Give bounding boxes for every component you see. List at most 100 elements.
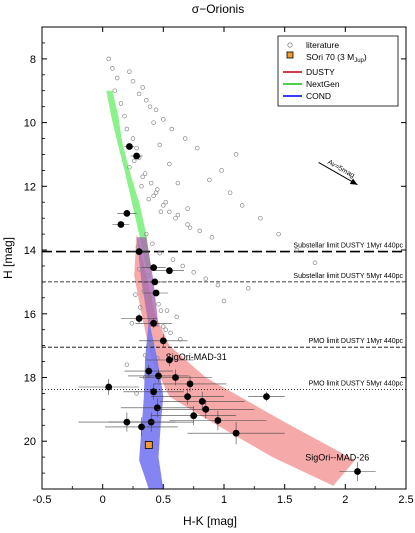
y-tick-label: 18	[24, 373, 36, 385]
literature-point	[151, 120, 156, 125]
literature-point	[129, 321, 135, 326]
literature-point	[169, 126, 175, 132]
literature-point	[142, 352, 148, 358]
literature-point	[158, 209, 164, 215]
literature-point	[185, 222, 190, 227]
literature-point	[114, 75, 120, 81]
literature-point	[127, 164, 132, 170]
detection-point	[125, 143, 133, 150]
literature-point	[209, 235, 215, 240]
literature-point	[138, 305, 143, 310]
detection-point	[186, 380, 194, 388]
y-tick-label: 8	[30, 54, 36, 66]
literature-point	[258, 215, 263, 221]
detection-point	[184, 393, 192, 400]
limit-line-label: PMO limit DUSTY 5Myr 440pc	[309, 381, 404, 388]
literature-point	[163, 327, 169, 332]
literature-point	[122, 113, 127, 119]
detection-point	[166, 267, 173, 275]
limit-line-label: Substellar limit DUSTY 5Myr 440pc	[293, 273, 403, 280]
detection-point	[150, 264, 158, 271]
literature-point	[180, 263, 185, 269]
literature-point	[131, 158, 137, 164]
literature-point	[118, 101, 124, 106]
literature-point	[167, 209, 172, 215]
detection-point	[151, 278, 159, 286]
literature-point	[239, 203, 245, 208]
literature-point	[227, 190, 233, 195]
legend-sori70-marker	[286, 51, 294, 59]
literature-point	[197, 228, 202, 234]
literature-point	[133, 292, 138, 297]
literature-point	[146, 196, 152, 202]
literature-point	[191, 270, 196, 275]
literature-point	[174, 314, 179, 320]
literature-point	[219, 168, 224, 173]
sori70-point	[144, 441, 153, 449]
reddening-vector-arrowhead	[349, 178, 358, 185]
band-nextgen	[106, 90, 152, 270]
x-tick-label: 2.5	[398, 494, 413, 506]
literature-point	[161, 117, 166, 122]
axes: -0.5 0 0.5 1 1.5 2 2.5 8 10 12 14 16 18 20	[24, 27, 414, 506]
object-label: SigOri--MAD-26	[305, 452, 369, 462]
limit-line-label: PMO limit DUSTY 1Myr 440pc	[309, 338, 404, 345]
literature-point	[185, 206, 190, 211]
literature-point	[246, 286, 251, 291]
detection-point	[135, 248, 143, 256]
literature-point	[233, 152, 239, 157]
literature-point	[106, 56, 111, 62]
legend-sori70-suffix: )	[364, 52, 367, 62]
literature-point	[110, 66, 115, 71]
literature-point	[124, 126, 130, 132]
y-tick-label: 12	[24, 181, 36, 193]
x-axis-title: H-K [mag]	[183, 514, 237, 528]
detection-point	[138, 423, 145, 431]
literature-point	[151, 193, 156, 199]
literature-point	[215, 282, 221, 288]
detection-point	[155, 372, 162, 380]
literature-point	[139, 184, 144, 189]
literature-point	[170, 257, 176, 262]
literature-point	[146, 343, 152, 348]
detection-point	[123, 418, 131, 426]
literature-point	[147, 295, 153, 301]
detection-point	[166, 356, 173, 364]
detection-point	[150, 388, 158, 396]
literature-point	[140, 85, 145, 90]
literature-point	[136, 91, 142, 97]
literature-point	[195, 145, 200, 151]
legend-sori70-label: SOri 70 (3 MJup)	[306, 52, 367, 64]
detection-point	[354, 468, 361, 475]
detection-point	[150, 319, 158, 327]
literature-point	[150, 241, 155, 246]
literature-point	[175, 212, 181, 218]
literature-point	[156, 301, 161, 307]
detection-point	[133, 152, 141, 160]
literature-point	[178, 336, 183, 342]
literature-point	[187, 225, 193, 230]
literature-point	[161, 324, 166, 329]
literature-point	[157, 250, 162, 256]
literature-point	[294, 247, 300, 253]
y-tick-label: 10	[24, 118, 36, 130]
detection-point	[202, 405, 210, 413]
legend-sori70-main: SOri 70 (3 M	[306, 52, 354, 62]
literature-point	[144, 98, 149, 103]
literature-point	[124, 362, 130, 367]
detection-point	[153, 404, 161, 412]
literature-point	[147, 104, 153, 109]
literature-point	[158, 308, 164, 313]
object-label: SigOri-MAD-31	[166, 352, 227, 362]
detection-point	[232, 429, 240, 437]
literature-point	[145, 273, 150, 278]
literature-point	[161, 203, 166, 208]
y-tick-label: 16	[24, 309, 36, 321]
literature-point	[175, 180, 181, 186]
x-tick-label: 1	[221, 494, 227, 506]
y-axis-title: H [mag]	[1, 237, 15, 279]
detection-point	[152, 289, 160, 297]
literature-point	[207, 177, 212, 183]
x-tick-label: -0.5	[33, 494, 52, 506]
